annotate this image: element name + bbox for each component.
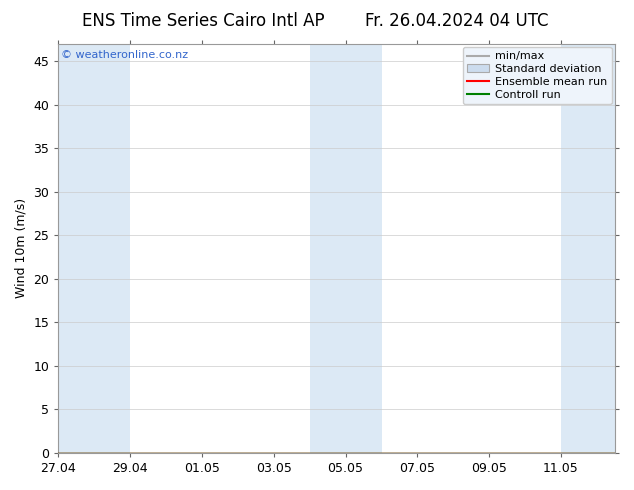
Text: ENS Time Series Cairo Intl AP: ENS Time Series Cairo Intl AP [82,12,324,30]
Text: © weatheronline.co.nz: © weatheronline.co.nz [61,50,188,60]
Text: Fr. 26.04.2024 04 UTC: Fr. 26.04.2024 04 UTC [365,12,548,30]
Bar [310,44,382,453]
Bar [58,44,130,453]
Bar [561,44,615,453]
Legend: min/max, Standard deviation, Ensemble mean run, Controll run: min/max, Standard deviation, Ensemble me… [463,47,612,104]
Y-axis label: Wind 10m (m/s): Wind 10m (m/s) [15,198,28,298]
